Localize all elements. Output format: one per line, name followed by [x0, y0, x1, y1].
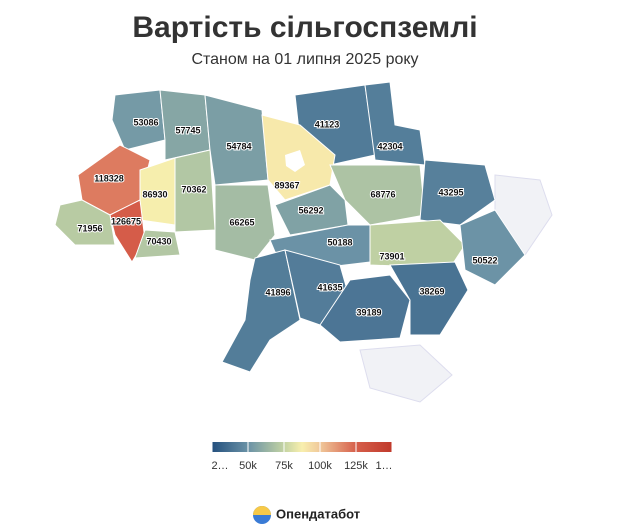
legend-tick-label: 100k: [308, 460, 332, 472]
legend-tick-label: 75k: [275, 460, 293, 472]
region-value: 70362: [181, 184, 206, 194]
region: [214, 184, 276, 261]
region-value: 39189: [356, 307, 381, 317]
region: [221, 249, 301, 373]
region: [389, 261, 469, 336]
region-value: 89367: [274, 180, 299, 190]
legend-tick-label: 1…: [375, 460, 392, 472]
region-value: 68776: [370, 189, 395, 199]
region-value: 118328: [94, 173, 124, 183]
region-value: 66265: [229, 217, 254, 227]
region-value: 126675: [111, 216, 141, 226]
legend-tick-label: 2…: [211, 460, 228, 472]
region: [274, 184, 349, 236]
region-value: 54784: [226, 141, 251, 151]
region: [111, 89, 166, 151]
region-value: 56292: [298, 205, 323, 215]
region-value: 57745: [175, 125, 200, 135]
region-value: 70430: [146, 236, 171, 246]
legend-bar: [212, 442, 392, 452]
region: [364, 81, 426, 166]
region: [54, 199, 116, 246]
legend-tick-label: 125k: [344, 460, 368, 472]
brand: Опендатабот: [276, 506, 360, 521]
region: [204, 94, 269, 186]
subtitle: Станом на 01 липня 2025 року: [191, 51, 418, 68]
region-value: 38269: [419, 286, 444, 296]
region-value: 41896: [265, 287, 290, 297]
region-value: 42304: [377, 141, 402, 151]
logo: [253, 506, 271, 515]
region-value: 73901: [379, 251, 404, 261]
region-value: 50188: [327, 237, 352, 247]
region: [329, 164, 426, 226]
region: [319, 274, 411, 343]
region: [369, 219, 466, 269]
region-value: 86930: [142, 189, 167, 199]
region-value: 43295: [438, 187, 463, 197]
region-value: 50522: [472, 255, 497, 265]
region-value: 71956: [77, 223, 102, 233]
region: [459, 209, 526, 286]
region-value: 41635: [317, 282, 342, 292]
region-value: 53086: [133, 117, 158, 127]
region: [419, 159, 496, 226]
title: Вартість сільгоспземлі: [132, 11, 477, 44]
no-data-region: [494, 174, 553, 256]
legend-tick-label: 50k: [239, 460, 257, 472]
region: [134, 229, 181, 259]
kyiv-city: [285, 150, 305, 172]
region-value: 41123: [315, 119, 340, 129]
no-data-region: [359, 344, 453, 403]
